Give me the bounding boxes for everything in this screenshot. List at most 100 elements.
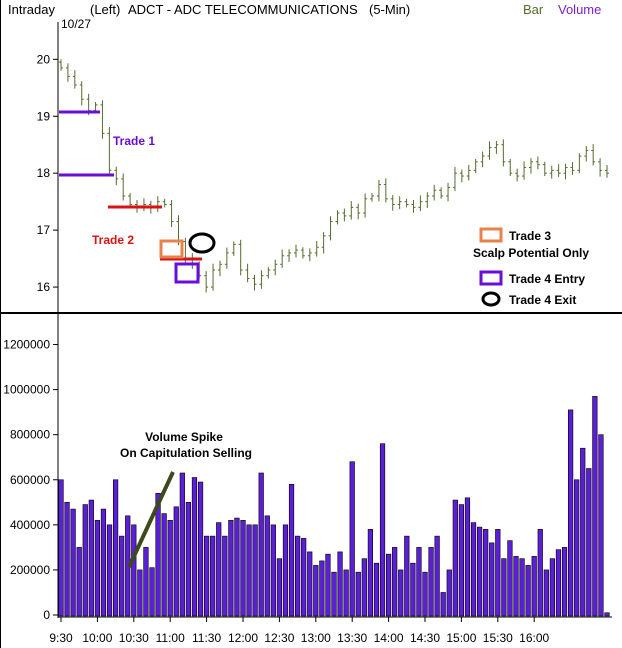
price-bar <box>432 184 437 201</box>
price-bar <box>439 187 444 199</box>
volume-bar <box>240 520 246 617</box>
volume-bar <box>531 556 537 617</box>
price-bar <box>211 263 216 291</box>
price-bar <box>542 161 547 177</box>
volume-bar <box>549 558 555 617</box>
header-scale-side: (Left) <box>90 2 120 17</box>
volume-bar <box>264 515 270 617</box>
header-interval: (5-Min) <box>369 2 410 17</box>
volume-bar <box>574 479 580 617</box>
volume-bar <box>282 524 289 617</box>
price-bar <box>466 164 471 181</box>
volume-bar <box>598 434 604 617</box>
trade3-box <box>159 239 184 259</box>
price-bar <box>141 198 146 212</box>
trade1-label: Trade 1 <box>113 134 155 148</box>
volume-bar <box>373 562 380 617</box>
price-bar <box>190 253 195 269</box>
legend-volume: Volume <box>558 2 601 17</box>
volume-bar <box>276 558 283 617</box>
volume-bar <box>361 558 367 617</box>
volume-bar <box>94 520 100 617</box>
volume-bar <box>586 468 592 617</box>
price-bar <box>238 239 243 276</box>
time-tick-label: 13:00 <box>301 631 331 645</box>
volume-bar <box>270 524 276 617</box>
volume-bar <box>216 522 222 617</box>
price-bar <box>535 156 540 170</box>
price-bar <box>356 203 361 220</box>
volume-bar <box>82 504 88 617</box>
volume-bar <box>252 524 258 617</box>
price-bar <box>480 151 485 168</box>
price-bar <box>121 173 126 201</box>
legend-trade4-exit-label: Trade 4 Exit <box>509 293 576 307</box>
volume-bar <box>398 569 404 617</box>
price-bar <box>245 263 250 283</box>
volume-bar <box>204 535 210 617</box>
trade4-entry-box <box>174 262 200 284</box>
volume-bar <box>197 481 204 617</box>
volume-bar <box>519 558 525 617</box>
volume-bar <box>155 492 161 617</box>
volume-bar <box>319 560 325 617</box>
volume-bar <box>246 524 252 617</box>
volume-axis-ticks: 1200000 1000000 800000 600000 400000 200000 0 <box>3 338 58 622</box>
volume-bar <box>349 461 355 617</box>
price-bar <box>162 198 167 208</box>
volume-bar <box>191 477 198 617</box>
volume-bar <box>501 558 507 617</box>
price-bar <box>128 193 133 208</box>
price-bar <box>570 162 575 175</box>
price-bar <box>204 271 209 293</box>
volume-bar <box>458 504 465 617</box>
time-tick-label: 13:30 <box>337 631 367 645</box>
volume-bar <box>294 535 301 617</box>
volume-bar <box>137 569 143 617</box>
volume-bar <box>64 502 70 617</box>
volume-bar <box>489 542 495 617</box>
volume-bar <box>561 547 568 617</box>
volume-bar <box>537 529 543 617</box>
time-tick-label: 16:00 <box>519 631 549 645</box>
volume-bar <box>179 472 185 617</box>
volume-bar <box>367 529 374 617</box>
price-bar <box>169 199 174 228</box>
trade4-exit-circle <box>188 232 216 254</box>
time-tick-label: 11:30 <box>192 631 221 645</box>
volume-bar <box>464 497 471 617</box>
price-bar <box>231 241 236 256</box>
price-tick-label: 16 <box>37 280 51 294</box>
time-tick-label: 12:30 <box>264 631 294 645</box>
legend-trade4-exit-swatch <box>481 291 501 307</box>
price-bar <box>390 195 395 211</box>
price-bar <box>501 139 506 167</box>
volume-bar <box>452 499 458 617</box>
price-bar <box>107 127 112 175</box>
price-bar <box>411 199 416 213</box>
price-bar <box>114 166 119 186</box>
legend-trade3-note: Scalp Potential Only <box>473 246 589 260</box>
price-tick-label: 19 <box>37 109 51 123</box>
volume-bar <box>379 443 386 617</box>
volume-tick-label: 800000 <box>10 428 50 442</box>
volume-bars <box>58 396 610 617</box>
legend-trade4-entry-swatch <box>479 270 503 286</box>
volume-bar <box>161 513 167 617</box>
price-bar <box>72 70 77 89</box>
price-bar <box>494 141 499 154</box>
volume-bar <box>210 535 216 617</box>
volume-bar <box>343 569 349 617</box>
price-bars <box>59 59 609 293</box>
price-bar <box>446 182 451 202</box>
volume-bar <box>580 447 586 617</box>
price-bar <box>293 244 298 258</box>
volume-bar <box>555 549 562 617</box>
volume-tick-label: 1000000 <box>3 383 50 397</box>
price-bar <box>328 216 333 241</box>
price-bar <box>376 180 381 202</box>
price-bar <box>79 81 84 106</box>
volume-bar <box>404 535 410 617</box>
volume-bar <box>113 479 119 617</box>
volume-bar <box>470 522 477 617</box>
